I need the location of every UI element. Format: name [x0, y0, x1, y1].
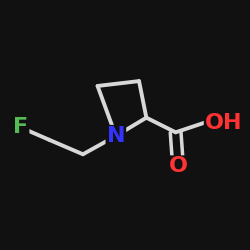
Text: N: N: [106, 126, 125, 146]
Text: O: O: [168, 156, 188, 176]
Text: F: F: [13, 118, 28, 138]
Text: OH: OH: [205, 112, 242, 132]
